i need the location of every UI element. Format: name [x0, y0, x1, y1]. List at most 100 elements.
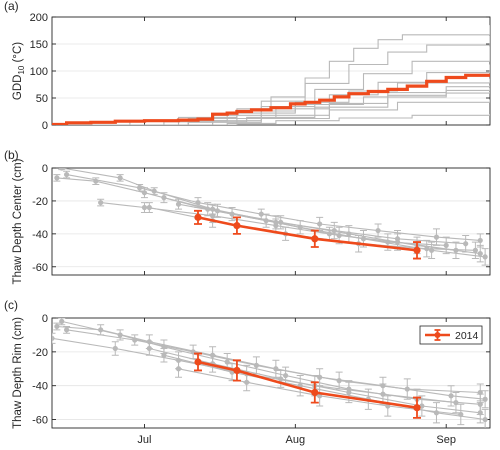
panel-c: -60 -40 -20 0 Jul Aug Sep (c) Thaw Depth Rim (cm… [4, 298, 491, 446]
background-series-point [54, 175, 60, 181]
background-series-point [98, 199, 104, 206]
highlight-series-point [233, 222, 241, 230]
y-tick-label: 0 [42, 163, 48, 175]
background-series-point [64, 171, 70, 178]
y-tick-label: -20 [32, 196, 48, 208]
panel-a: 0 50 100 150 200 (a) GDD10 (°C) [4, 0, 491, 132]
background-series-point [297, 224, 303, 230]
background-series-point [224, 359, 230, 365]
highlight-series-line [197, 360, 418, 409]
y-axis-label: GDD10 (°C) [12, 42, 26, 100]
background-series-point [477, 389, 483, 396]
highlight-series-line [197, 216, 418, 252]
background-series-point [360, 236, 367, 242]
y-tick-label: 0 [42, 120, 48, 132]
y-axis-label: Thaw Depth Center (cm) [12, 158, 24, 284]
panel-label: (c) [4, 298, 18, 312]
axes-frame [51, 317, 491, 429]
y-axis-label-unit: (°C) [12, 42, 24, 66]
y-tick-label: -60 [32, 415, 48, 427]
background-series-point [117, 175, 123, 181]
background-series-point [346, 231, 352, 237]
highlight-series-point [194, 213, 202, 221]
background-series-point [346, 389, 352, 396]
panel-label: (b) [4, 148, 19, 162]
y-tick-label: -60 [32, 262, 48, 274]
background-series-point [137, 185, 143, 191]
y-axis-label-main: GDD [12, 75, 24, 101]
background-series-point [482, 416, 488, 423]
background-series-error-bar [52, 332, 56, 344]
background-series-point [141, 190, 148, 196]
plot-area [52, 25, 490, 125]
background-series-point [175, 201, 182, 207]
y-axis-label-subscript: 10 [17, 65, 26, 74]
panel-label: (a) [4, 0, 19, 13]
background-series-point [244, 379, 250, 385]
background-series-point [64, 327, 70, 333]
background-series-point [380, 391, 386, 397]
x-tick-label: Sep [436, 434, 456, 446]
background-series-point [59, 318, 65, 324]
background-series-point [161, 195, 167, 201]
background-series-point [98, 327, 104, 333]
background-series-point [112, 345, 118, 352]
y-tick-label: 100 [30, 66, 48, 78]
background-series-point [273, 223, 279, 229]
background-series-point [59, 168, 65, 171]
background-series-point [453, 400, 459, 406]
background-series-point [477, 410, 483, 416]
background-series-point [54, 323, 60, 330]
background-series-point [146, 345, 152, 352]
background-series-point [463, 241, 469, 247]
y-tick-label: 200 [30, 12, 48, 24]
y-tick-label: 50 [36, 93, 48, 105]
axes-frame [51, 167, 491, 276]
y-tick-label: -20 [32, 347, 48, 359]
x-tick-label: Aug [286, 434, 306, 446]
background-series-point [146, 204, 152, 211]
highlight-series-point [233, 366, 241, 375]
background-series-point [375, 227, 381, 234]
panel-b: -60 -40 -20 0 (b)Thaw Depth Center (cm) [4, 148, 491, 284]
background-series-point [283, 372, 289, 379]
background-series-point [132, 337, 138, 343]
background-series-point [472, 247, 478, 253]
background-series-line [61, 320, 481, 405]
background-series-line [52, 337, 456, 404]
y-tick-label: 0 [42, 313, 48, 325]
background-series-point [278, 376, 284, 382]
background-series-point [161, 352, 167, 358]
background-series-line [66, 174, 481, 241]
plot-area [53, 168, 489, 266]
background-series-line [178, 203, 486, 258]
background-series-point [482, 254, 488, 260]
background-series-point [258, 211, 264, 217]
background-series-point [424, 246, 430, 252]
background-series-point [443, 242, 449, 248]
background-series-point [448, 393, 454, 399]
y-axis-label: Thaw Depth Rim (cm) [12, 317, 24, 429]
legend-entry-label: 2014 [455, 330, 479, 342]
background-series-point [253, 362, 259, 368]
highlight-series-point [413, 404, 421, 412]
background-series-line [66, 329, 486, 400]
highlight-series-point [413, 246, 421, 254]
background-series-line [52, 35, 490, 125]
background-series-point [317, 221, 323, 227]
legend-swatch-marker [434, 332, 441, 338]
background-series-line [163, 197, 481, 255]
background-series-point [336, 378, 342, 384]
x-tick-label: Jul [137, 434, 151, 446]
highlight-series-point [311, 388, 319, 397]
highlight-series-line [52, 73, 490, 125]
background-series-point [477, 251, 483, 257]
background-series-point [175, 366, 182, 372]
highlight-series-point [194, 358, 202, 366]
background-series-point [482, 396, 488, 402]
background-series-point [52, 335, 55, 341]
y-tick-label: -40 [32, 381, 48, 393]
background-series-point [433, 234, 440, 240]
background-series-point [141, 204, 148, 211]
background-series-line [163, 354, 486, 421]
